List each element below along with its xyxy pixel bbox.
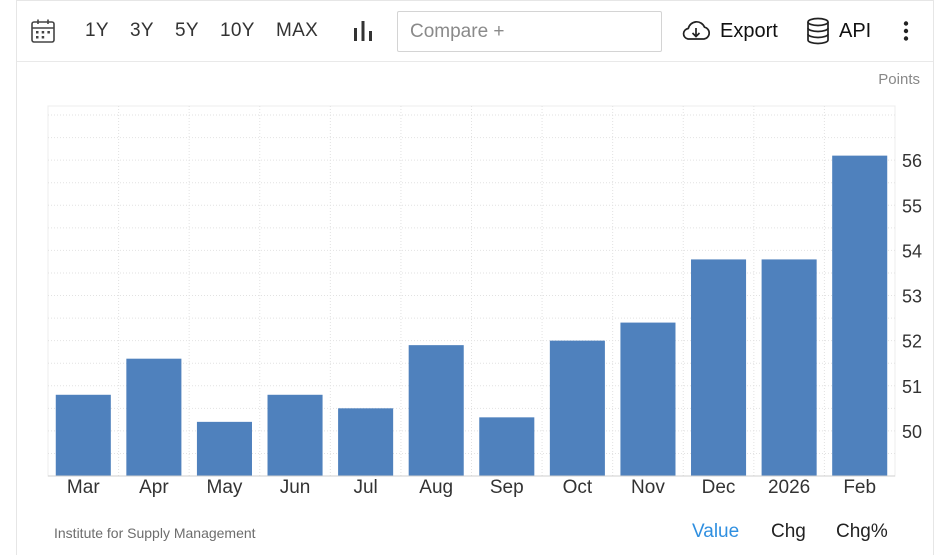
x-tick-label: Jun — [280, 477, 311, 498]
bar — [691, 259, 747, 476]
bar — [408, 345, 464, 476]
api-button[interactable]: API — [805, 0, 871, 62]
x-tick-label: Apr — [139, 477, 169, 498]
calendar-icon — [31, 19, 55, 43]
y-tick-label: 51 — [902, 377, 922, 397]
bar — [832, 155, 888, 476]
range-10y-button[interactable]: 10Y — [220, 20, 255, 41]
x-tick-label: May — [207, 477, 243, 498]
bar — [761, 259, 817, 476]
chg-tab[interactable]: Chg — [771, 521, 806, 542]
more-vertical-icon — [903, 21, 909, 41]
range-3y-button[interactable]: 3Y — [130, 20, 154, 41]
bar — [55, 394, 111, 476]
bar-chart-icon — [354, 21, 372, 41]
range-max-button[interactable]: MAX — [276, 20, 319, 41]
x-tick-label: Jul — [353, 477, 377, 498]
x-tick-label: Dec — [702, 477, 736, 498]
compare-input[interactable] — [397, 11, 662, 52]
x-tick-label: Sep — [490, 477, 524, 498]
cloud-download-icon — [682, 21, 711, 40]
y-tick-label: 56 — [902, 151, 922, 171]
y-tick-label: 53 — [902, 287, 922, 307]
source-label: Institute for Supply Management — [54, 525, 256, 541]
chart-toolbar — [16, 0, 934, 62]
range-5y-button[interactable]: 5Y — [175, 20, 199, 41]
range-1y-button[interactable]: 1Y — [85, 20, 109, 41]
bar — [549, 340, 605, 476]
x-tick-label: 2026 — [768, 477, 810, 498]
bar — [267, 394, 323, 476]
value-tab[interactable]: Value — [692, 521, 740, 542]
export-button[interactable]: Export — [680, 0, 778, 62]
units-label: Points — [878, 71, 920, 88]
bar — [479, 417, 535, 476]
export-label: Export — [720, 19, 778, 42]
chart-panel — [16, 61, 934, 555]
calendar-button[interactable] — [30, 0, 56, 62]
x-tick-label: Aug — [419, 477, 453, 498]
x-tick-label: Nov — [631, 477, 665, 498]
y-tick-label: 50 — [902, 422, 922, 442]
database-icon — [807, 17, 829, 45]
bar — [126, 358, 182, 476]
bar — [620, 322, 676, 476]
chg-pct-tab[interactable]: Chg% — [836, 521, 888, 542]
bar — [338, 408, 394, 476]
chart-type-button[interactable] — [352, 0, 374, 62]
more-options-button[interactable] — [900, 0, 912, 62]
x-tick-label: Mar — [67, 477, 100, 498]
y-tick-label: 54 — [902, 241, 922, 261]
bar — [196, 421, 252, 476]
x-tick-label: Oct — [563, 477, 593, 498]
y-tick-label: 55 — [902, 196, 922, 216]
api-label: API — [839, 19, 872, 42]
y-tick-label: 52 — [902, 332, 922, 352]
x-tick-label: Feb — [843, 477, 876, 498]
